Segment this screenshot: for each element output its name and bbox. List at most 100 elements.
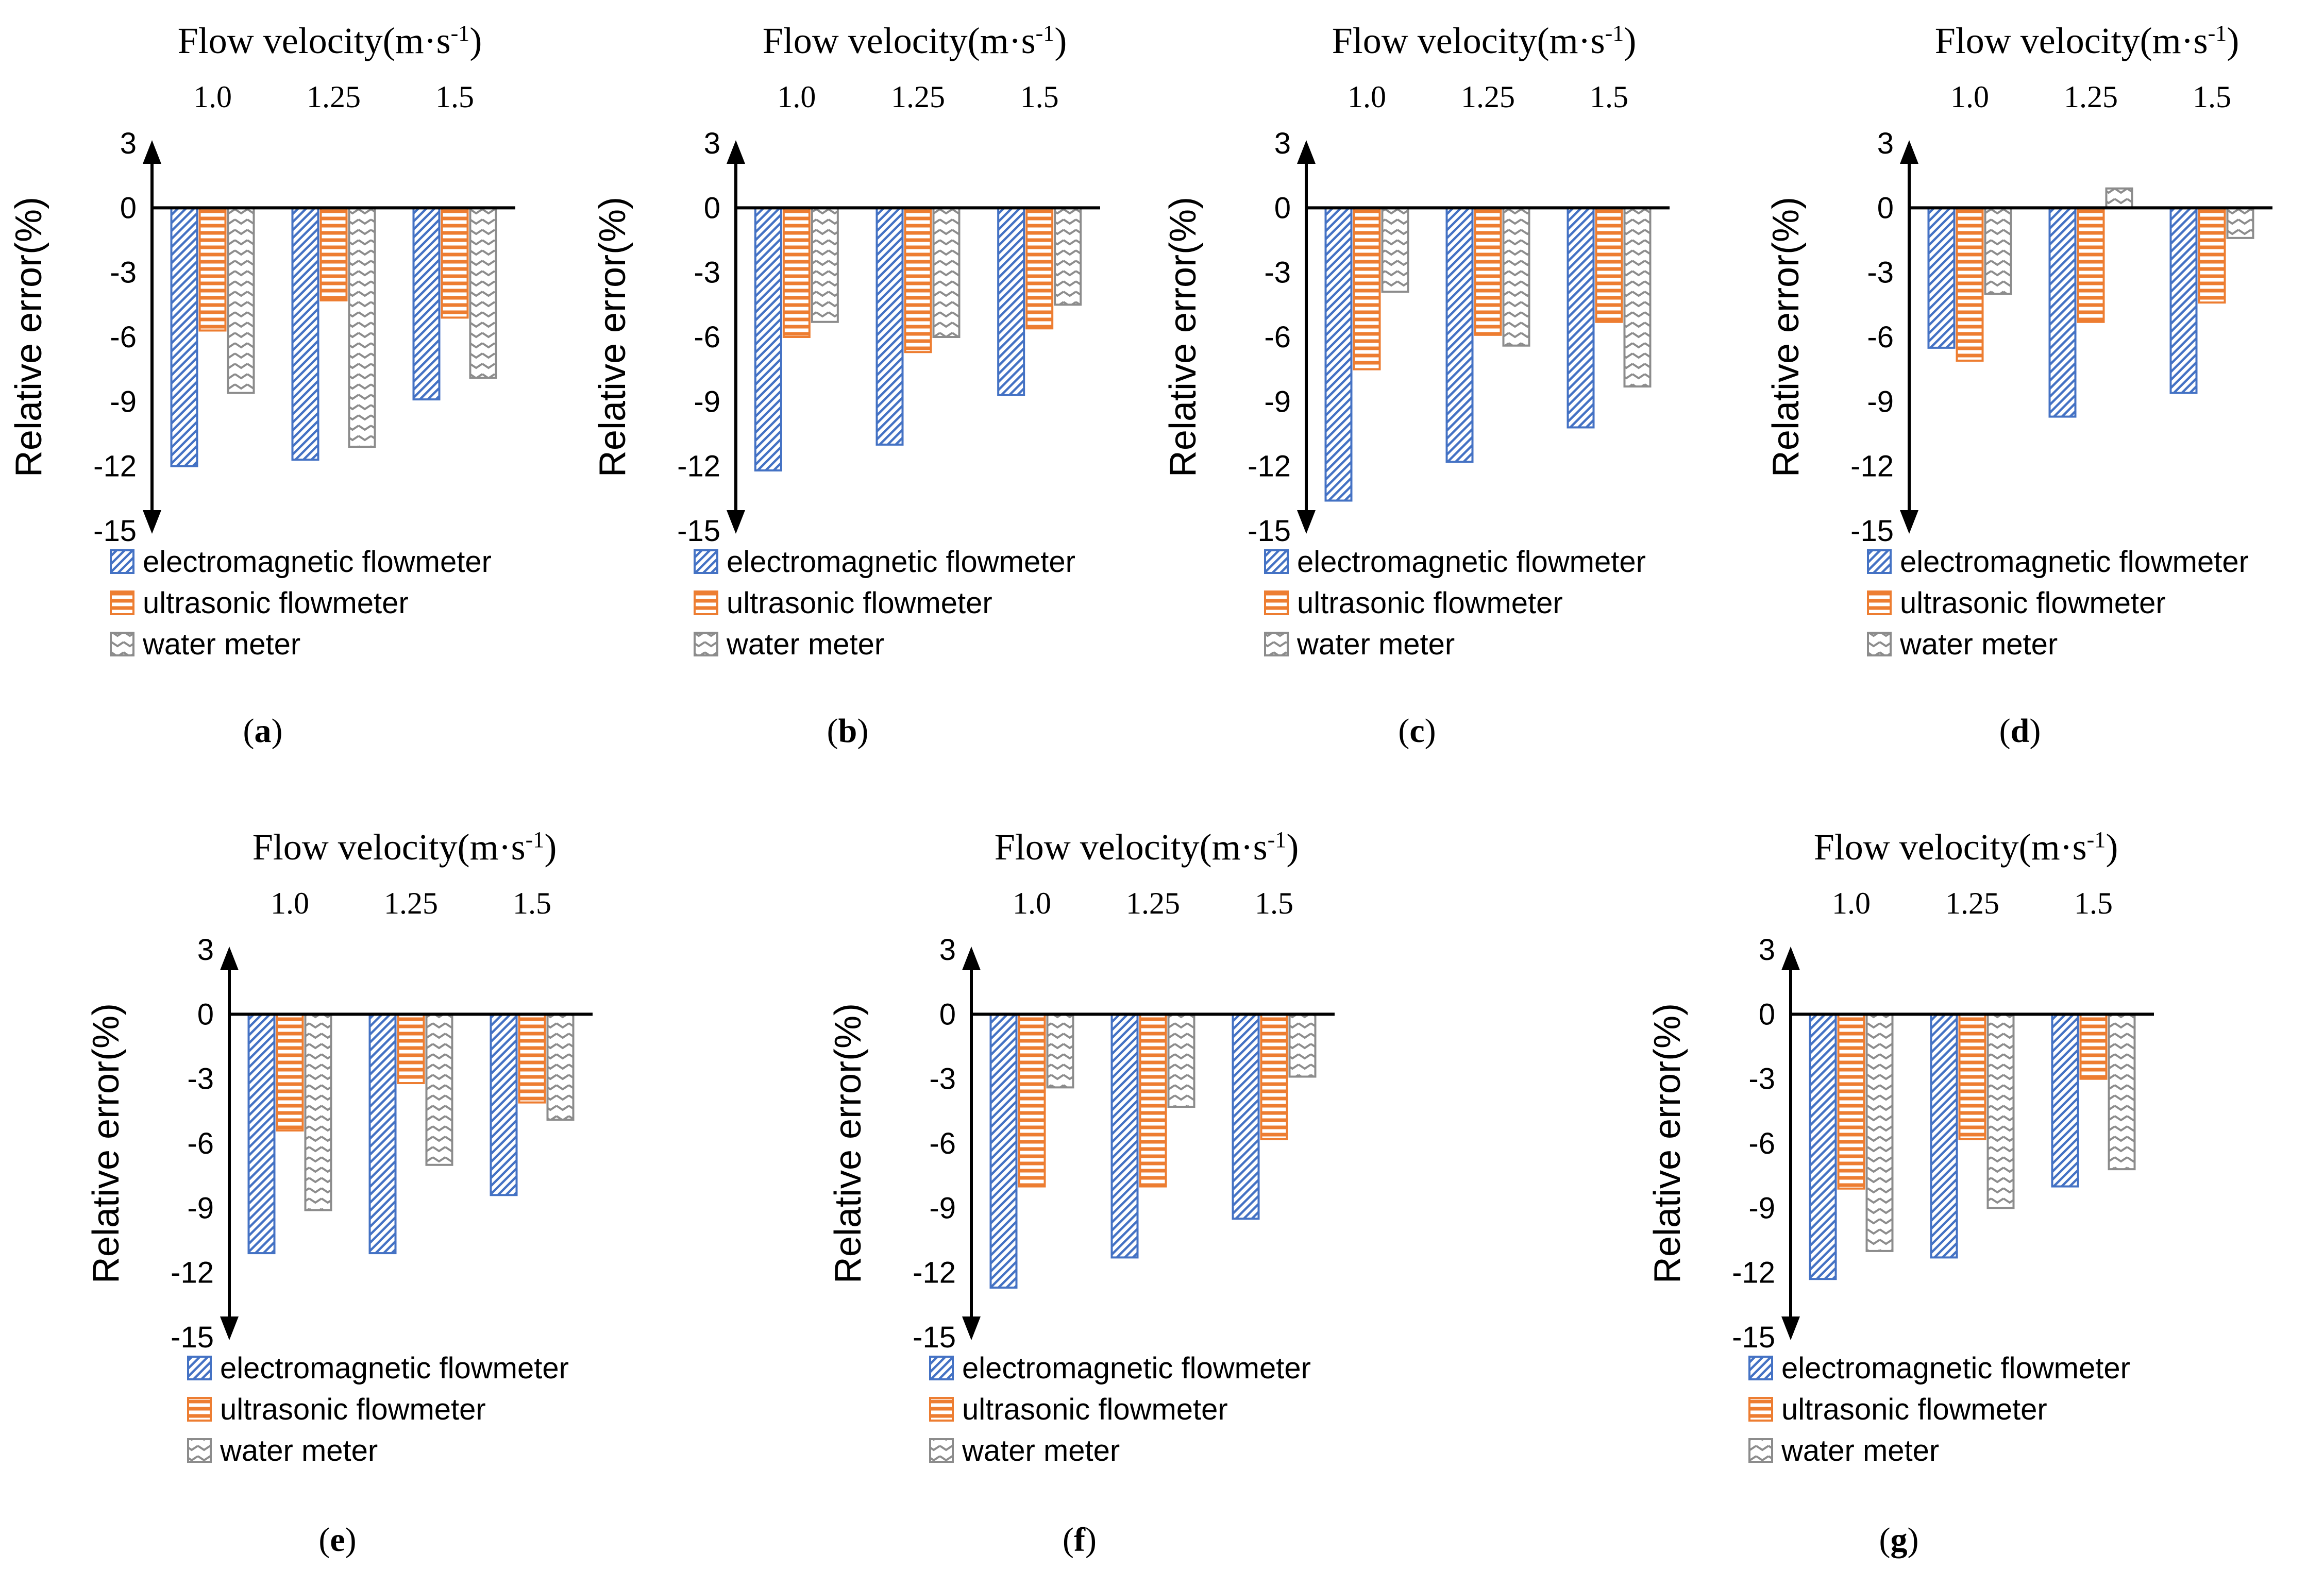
y-tick-label: -6 xyxy=(1867,320,1894,354)
panel-label: (a) xyxy=(243,712,283,750)
legend-swatch-electromagnetic xyxy=(1867,549,1892,574)
y-axis-arrow-down xyxy=(962,1316,981,1340)
bar-electromagnetic-1.5 xyxy=(412,207,441,401)
chart-panel-e: Flow velocity(m·s-1) 1.0 1.25 1.5 3 0 -3 -6 -9 -1… xyxy=(86,826,593,1559)
category-label: 1.25 xyxy=(891,80,945,114)
y-tick-label: -9 xyxy=(1264,385,1291,418)
chart-title-close: ) xyxy=(469,20,482,61)
category-label: 1.0 xyxy=(271,886,309,920)
y-tick-label: 3 xyxy=(704,127,720,160)
y-axis-label: Relative error(%) xyxy=(828,1003,869,1284)
bar-water-1.0 xyxy=(1865,1013,1894,1252)
bar-ultrasonic-1.5 xyxy=(2079,1013,2108,1080)
y-tick-label: 3 xyxy=(1274,127,1291,160)
chart-title: Flow velocity(m·s-1) xyxy=(178,20,482,61)
y-tick-label: 3 xyxy=(197,933,214,967)
legend-label: water meter xyxy=(1296,628,1455,661)
chart-title: Flow velocity(m·s-1) xyxy=(1814,826,2118,868)
bar-ultrasonic-1.25 xyxy=(904,207,932,353)
chart-title-superscript: -1 xyxy=(1268,827,1287,852)
bar-electromagnetic-1.25 xyxy=(291,207,319,461)
chart-panel-a: Flow velocity(m·s-1) 1.0 1.25 1.5 3 0 -3 -6 -9 -1… xyxy=(8,20,515,750)
y-tick-label: -3 xyxy=(110,256,137,290)
bar-electromagnetic-1.25 xyxy=(1110,1013,1139,1259)
y-axis-arrow-up xyxy=(143,140,161,164)
legend-swatch-water xyxy=(1867,632,1892,656)
panel-label-paren: ) xyxy=(1425,712,1436,750)
chart-title: Flow velocity(m·s-1) xyxy=(1332,20,1637,61)
category-label: 1.25 xyxy=(1126,886,1180,920)
bar-ultrasonic-1.5 xyxy=(2198,207,2226,304)
chart-title: Flow velocity(m·s-1) xyxy=(763,20,1067,61)
bar-electromagnetic-1.0 xyxy=(1809,1013,1837,1280)
bar-ultrasonic-1.0 xyxy=(1956,207,1984,362)
panel-label-paren: ( xyxy=(1999,712,2011,750)
legend-swatch-ultrasonic xyxy=(1748,1397,1773,1422)
y-axis-label: Relative error(%) xyxy=(86,1003,127,1284)
legend-swatch-ultrasonic xyxy=(929,1397,954,1422)
legend-swatch-water xyxy=(110,632,134,656)
y-tick-label: -15 xyxy=(171,1321,214,1354)
y-tick-label: -12 xyxy=(677,450,720,483)
chart-title-superscript: -1 xyxy=(526,827,545,852)
panel-label-paren: ( xyxy=(1398,712,1409,750)
chart-title-superscript: -1 xyxy=(1036,21,1055,46)
panel-label-paren: ( xyxy=(1063,1521,1074,1559)
y-axis-arrow-up xyxy=(727,140,745,164)
panel-label-letter: f xyxy=(1074,1521,1086,1559)
bar-water-1.25 xyxy=(2105,187,2133,209)
y-tick-label: 3 xyxy=(1759,933,1775,967)
chart-title-superscript: -1 xyxy=(1605,21,1624,46)
chart-title-close: ) xyxy=(2227,20,2239,61)
chart-panel-f: Flow velocity(m·s-1) 1.0 1.25 1.5 3 0 -3 -6 -9 -1… xyxy=(828,826,1335,1559)
y-axis-arrow-down xyxy=(1297,510,1316,534)
bar-water-1.25 xyxy=(348,207,376,448)
chart-title-superscript: -1 xyxy=(451,21,470,46)
y-tick-label: -9 xyxy=(187,1191,214,1225)
bar-ultrasonic-1.5 xyxy=(1025,207,1054,330)
y-tick-label: -15 xyxy=(1850,514,1894,548)
bar-electromagnetic-1.0 xyxy=(754,207,782,472)
y-tick-label: -9 xyxy=(929,1191,956,1225)
bar-water-1.0 xyxy=(811,207,839,323)
bar-electromagnetic-1.0 xyxy=(1927,207,1956,349)
bar-ultrasonic-1.0 xyxy=(1837,1013,1865,1190)
chart-title-close: ) xyxy=(1054,20,1067,61)
y-axis-arrow-up xyxy=(962,947,981,970)
y-tick-label: -6 xyxy=(1264,320,1291,354)
y-axis-arrow-up xyxy=(1781,947,1800,970)
legend-swatch-electromagnetic xyxy=(1264,549,1289,574)
chart-title: Flow velocity(m·s-1) xyxy=(995,826,1299,868)
bar-electromagnetic-1.25 xyxy=(368,1013,397,1255)
chart-panel-c: Flow velocity(m·s-1) 1.0 1.25 1.5 3 0 -3 -6 -9 -1… xyxy=(1163,20,1670,750)
bar-water-1.25 xyxy=(932,207,961,339)
y-tick-label: -15 xyxy=(1248,514,1291,548)
bar-water-1.5 xyxy=(546,1013,575,1121)
panel-label-letter: g xyxy=(1891,1521,1908,1559)
legend-label: ultrasonic flowmeter xyxy=(220,1393,486,1426)
bar-water-1.25 xyxy=(1167,1013,1195,1108)
chart-title: Flow velocity(m·s-1) xyxy=(252,826,557,868)
legend-label: water meter xyxy=(1899,628,2058,661)
category-label: 1.5 xyxy=(435,80,474,114)
panel-label-letter: c xyxy=(1409,712,1424,750)
chart-title-main: Flow velocity(m·s xyxy=(763,20,1036,61)
legend-label: water meter xyxy=(220,1434,378,1467)
bar-ultrasonic-1.0 xyxy=(1018,1013,1046,1188)
y-tick-label: -12 xyxy=(171,1256,214,1290)
legend-swatch-water xyxy=(694,632,718,656)
y-tick-label: -3 xyxy=(187,1062,214,1096)
bar-electromagnetic-1.25 xyxy=(875,207,904,446)
chart-title-main: Flow velocity(m·s xyxy=(252,826,526,868)
y-axis-label: Relative error(%) xyxy=(1765,197,1807,477)
bar-water-1.0 xyxy=(304,1013,332,1211)
bar-ultrasonic-1.25 xyxy=(1958,1013,1986,1140)
bar-ultrasonic-1.5 xyxy=(518,1013,546,1104)
bar-electromagnetic-1.25 xyxy=(1445,207,1474,463)
panel-label-paren: ) xyxy=(272,712,283,750)
category-label: 1.25 xyxy=(1945,886,1999,920)
chart-panel-b: Flow velocity(m·s-1) 1.0 1.25 1.5 3 0 -3 -6 -9 -1… xyxy=(592,20,1100,750)
y-tick-label: -12 xyxy=(1732,1256,1775,1290)
legend-swatch-ultrasonic xyxy=(187,1397,212,1422)
